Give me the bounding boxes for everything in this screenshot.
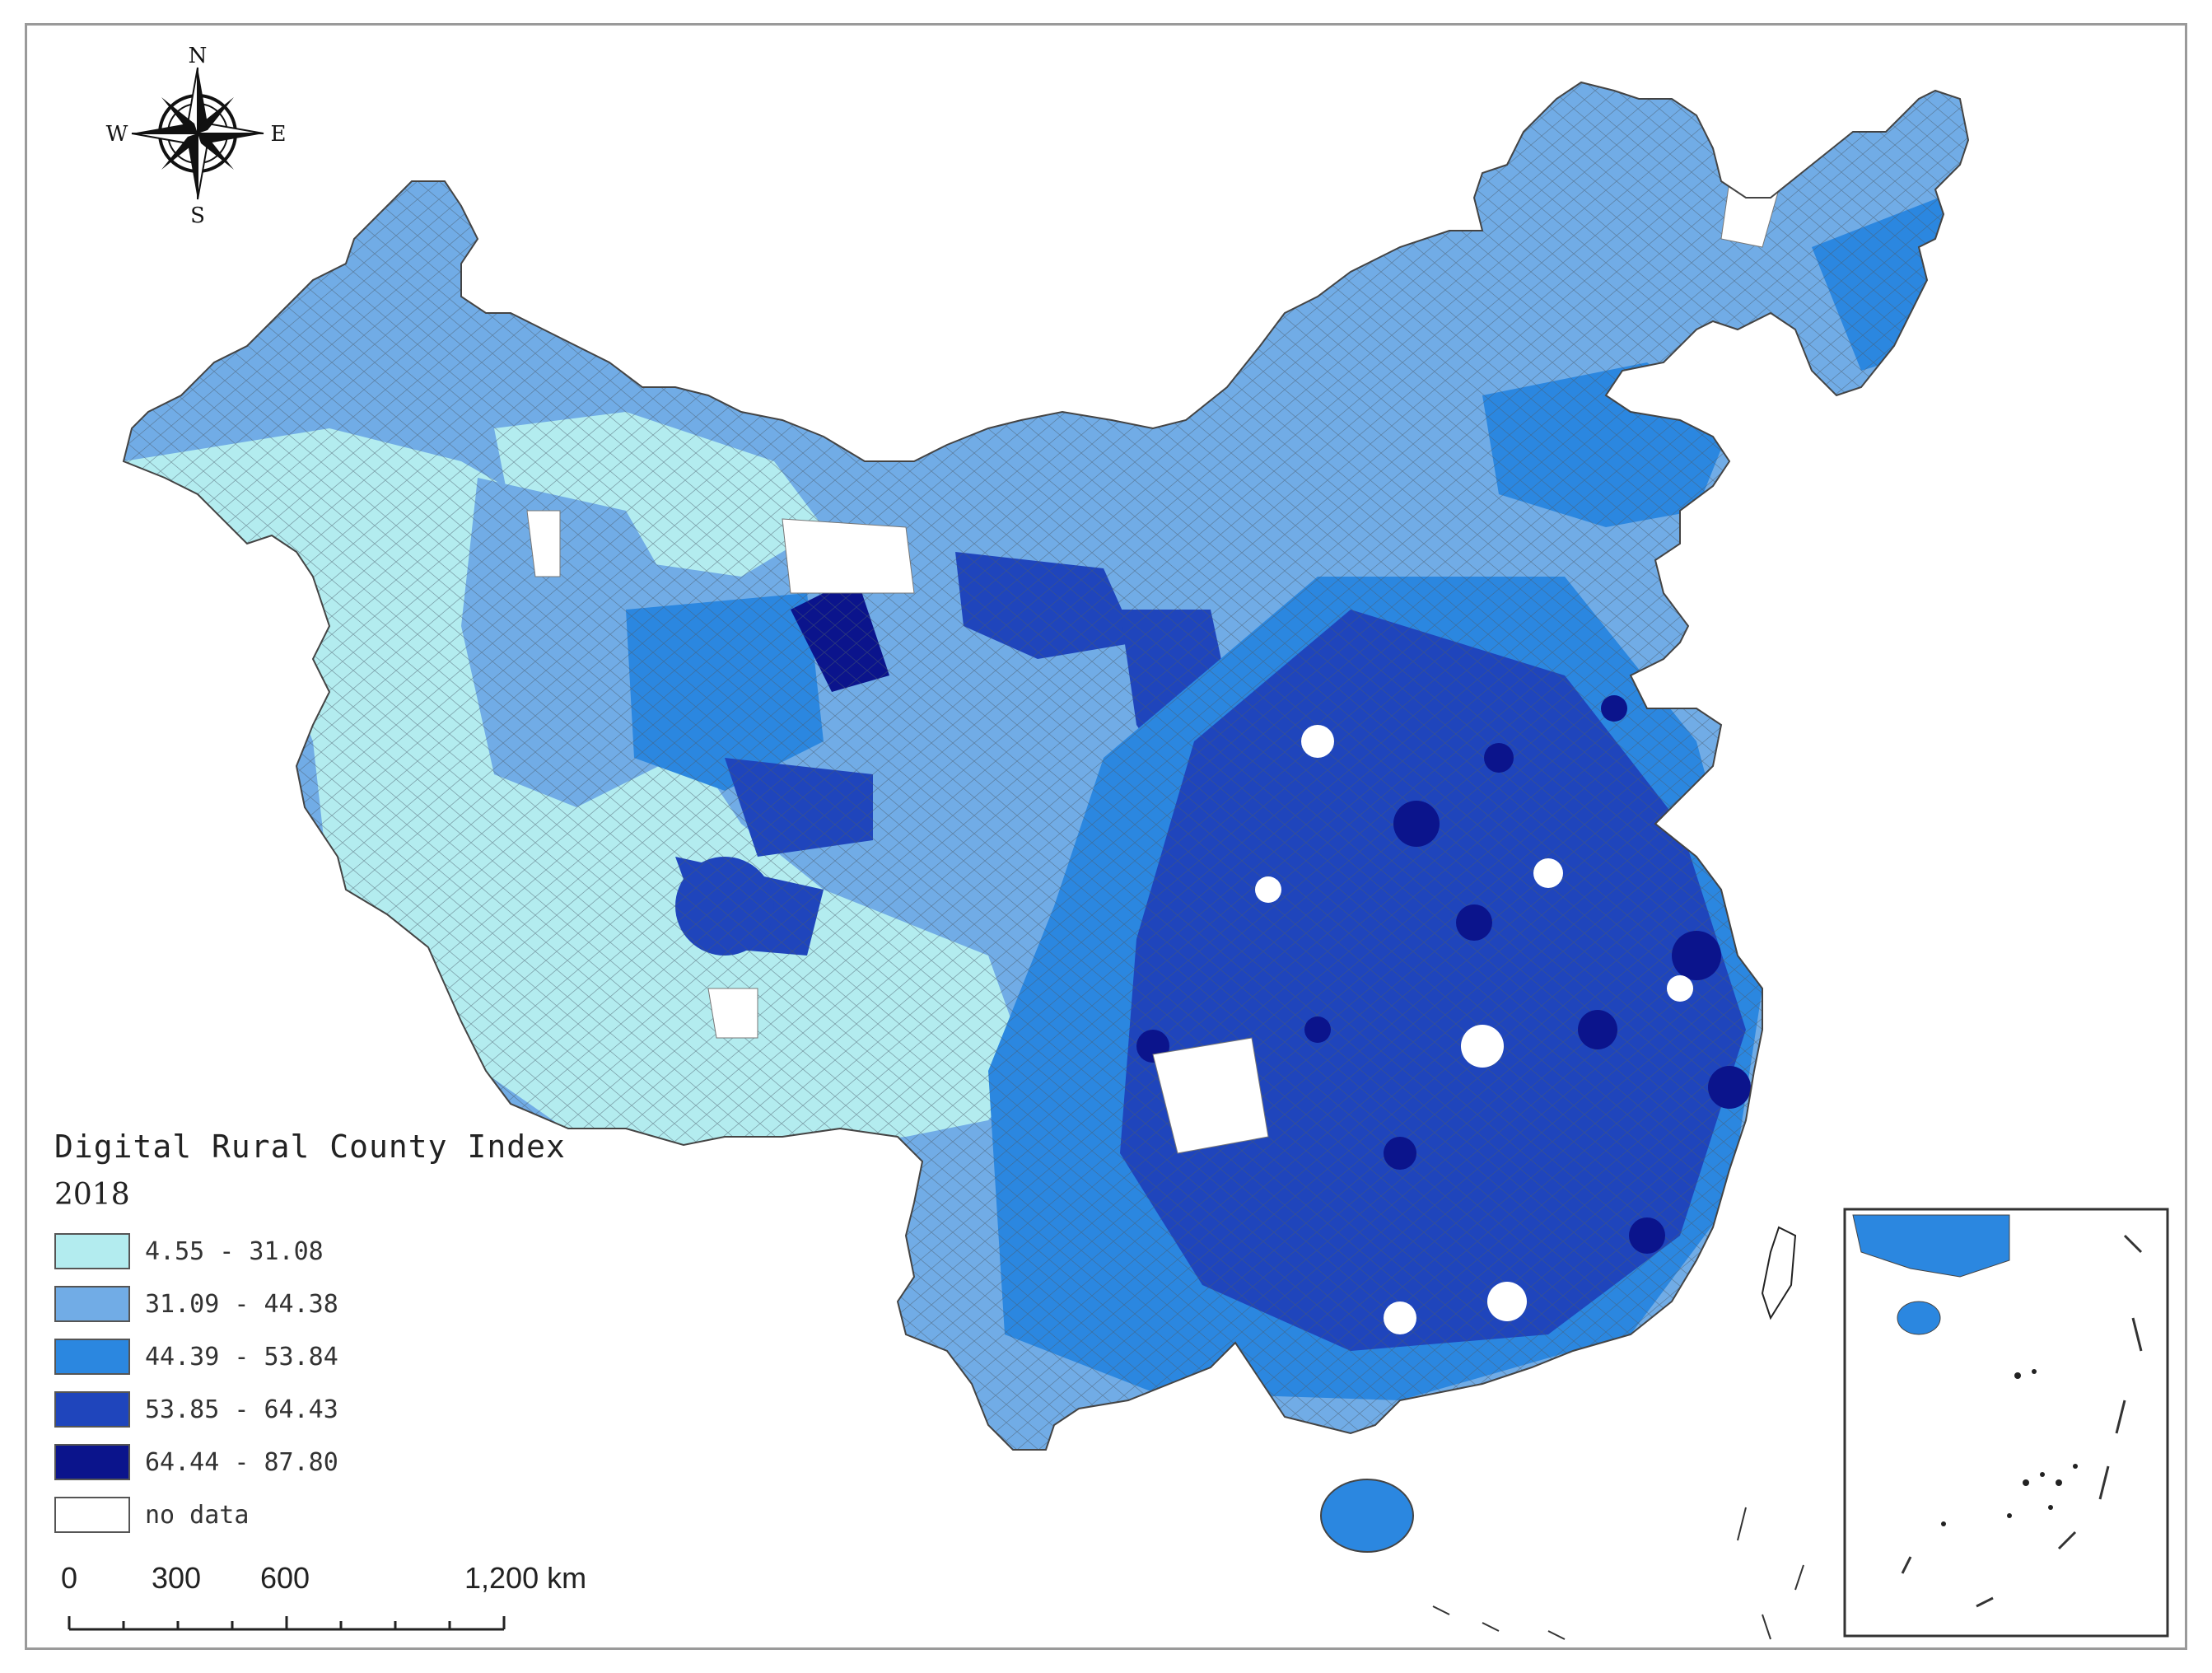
legend-swatch [54, 1233, 130, 1269]
south-china-sea-inset [1843, 1208, 2169, 1638]
scale-label-300: 300 [152, 1561, 202, 1595]
legend-row: 44.39 - 53.84 [54, 1330, 566, 1383]
legend-label: no data [145, 1500, 250, 1530]
legend-label: 64.44 - 87.80 [145, 1447, 338, 1477]
scale-label-600: 600 [260, 1561, 310, 1595]
scale-bar [68, 1616, 506, 1631]
compass-west-label: W [106, 122, 128, 147]
legend-swatch [54, 1286, 130, 1322]
compass-south-label: S [190, 203, 205, 228]
legend-swatch [54, 1391, 130, 1428]
taiwan-outline [1761, 1226, 1797, 1320]
sea-islands [1432, 1507, 1804, 1640]
scale-label-1200: 1,200 km [464, 1561, 587, 1595]
legend-swatch [54, 1444, 130, 1480]
compass-east-label: E [271, 122, 287, 147]
legend-label: 53.85 - 64.43 [145, 1395, 338, 1424]
legend-swatch [54, 1497, 130, 1533]
legend-row: 4.55 - 31.08 [54, 1225, 566, 1278]
hainan-island [1320, 1479, 1414, 1553]
legend-row: 64.44 - 87.80 [54, 1436, 566, 1488]
compass-north-label: N [189, 44, 208, 68]
compass-rose-icon: N S E W [106, 44, 287, 228]
legend-row: no data [54, 1488, 566, 1541]
legend-title: Digital Rural County Index [54, 1129, 566, 1165]
legend-classes: 4.55 - 31.08 31.09 - 44.38 44.39 - 53.84 53… [54, 1225, 566, 1541]
legend-year: 2018 [54, 1178, 130, 1212]
legend-label: 4.55 - 31.08 [145, 1236, 324, 1266]
legend-label: 44.39 - 53.84 [145, 1342, 338, 1372]
scale-label-0: 0 [61, 1561, 78, 1595]
legend-label: 31.09 - 44.38 [145, 1289, 338, 1319]
legend-swatch [54, 1339, 130, 1375]
legend-row: 53.85 - 64.43 [54, 1383, 566, 1436]
legend-row: 31.09 - 44.38 [54, 1278, 566, 1330]
map-legend: Digital Rural County Index 2018 4.55 - 3… [54, 1129, 566, 1541]
